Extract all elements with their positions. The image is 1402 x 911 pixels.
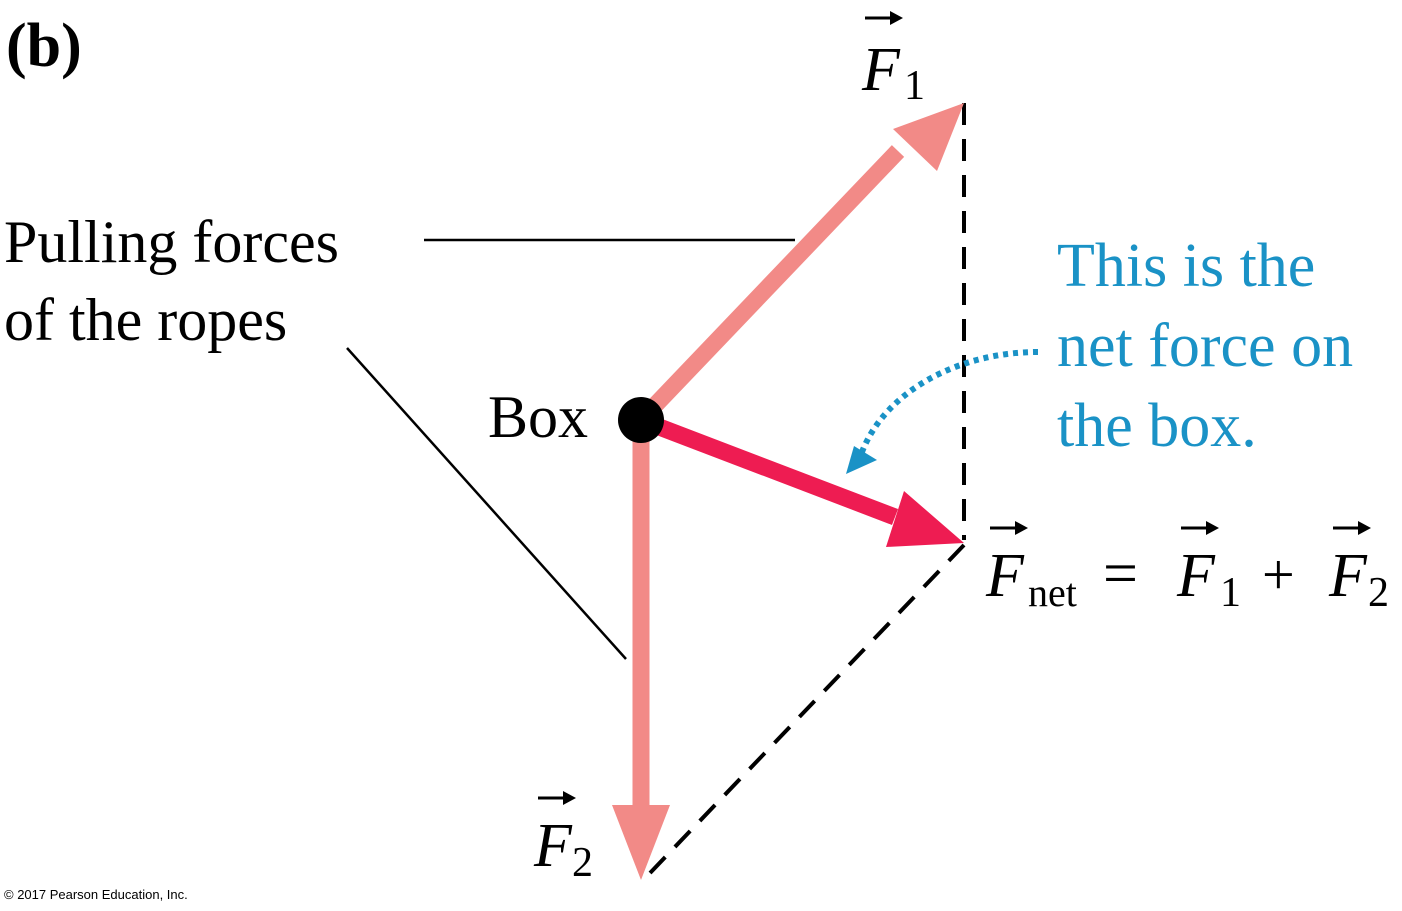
vector-fnet-arrow [637, 412, 964, 547]
vector-arrow-icon [538, 791, 576, 805]
ropes-callout-line2: of the ropes [4, 287, 287, 353]
vector-f1-arrow [634, 103, 964, 426]
net-callout-pointer [846, 349, 1039, 474]
equation-plus: + [1262, 542, 1295, 607]
label-f2: F 2 [533, 791, 593, 886]
equation-term1-symbol: F [1176, 542, 1216, 610]
label-f2-symbol: F [533, 812, 573, 880]
equation-lhs-subscript: net [1028, 570, 1077, 615]
equation-net-force: F net = F 1 + F 2 [985, 521, 1389, 616]
ropes-callout-line1: Pulling forces [4, 209, 339, 275]
equation-lhs-symbol: F [985, 542, 1025, 610]
equation-term2-symbol: F [1328, 542, 1368, 610]
net-callout-line1: This is the [1057, 232, 1315, 300]
equation-term2-subscript: 2 [1368, 570, 1389, 616]
ropes-leader-line-to-f2 [346, 347, 627, 660]
vector-arrow-icon [865, 11, 903, 25]
dashed-line-diagonal [648, 543, 966, 875]
box-dot [618, 397, 664, 443]
box-label: Box [488, 384, 588, 450]
copyright-notice: © 2017 Pearson Education, Inc. [4, 887, 188, 902]
label-f1-subscript: 1 [904, 63, 925, 109]
vector-arrow-icon [990, 521, 1028, 535]
vector-arrow-icon [1181, 521, 1219, 535]
label-f1-symbol: F [861, 36, 901, 104]
label-f1: F 1 [861, 11, 925, 109]
equation-equals: = [1103, 540, 1138, 608]
vector-arrow-icon [1333, 521, 1371, 535]
equation-term1-subscript: 1 [1220, 570, 1241, 616]
label-f2-subscript: 2 [572, 840, 593, 886]
panel-label: (b) [6, 12, 82, 80]
net-callout-line3: the box. [1057, 392, 1257, 460]
vector-f2-arrow [612, 420, 670, 880]
net-callout-line2: net force on [1057, 312, 1353, 380]
